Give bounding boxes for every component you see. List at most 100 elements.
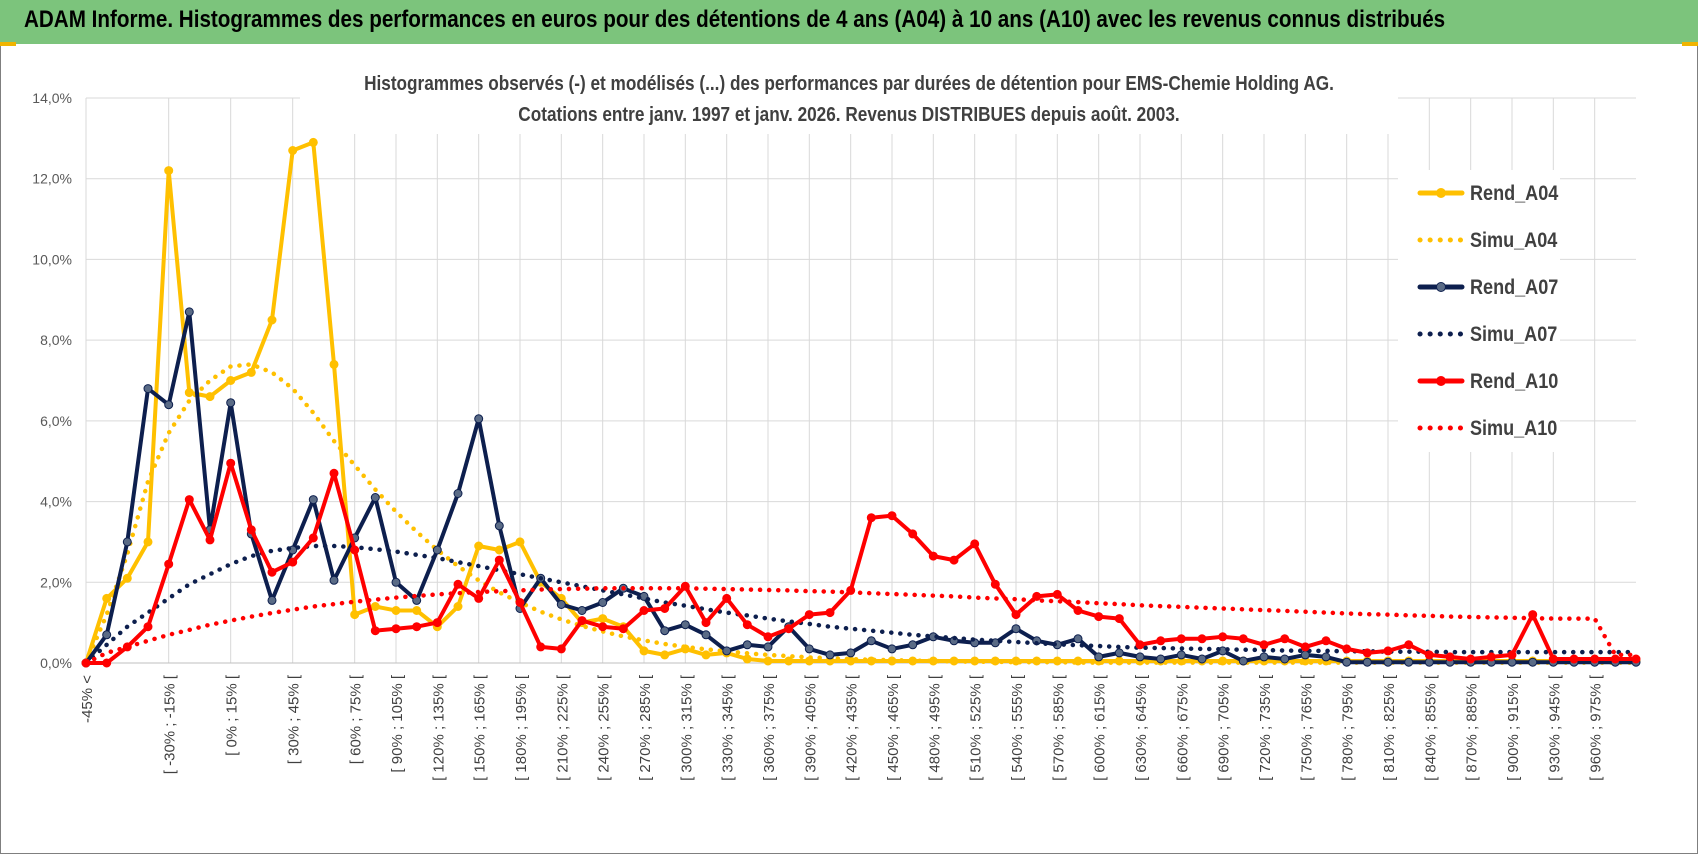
- data-point: [1176, 650, 1186, 660]
- legend-background: [1398, 170, 1560, 452]
- data-point: [370, 493, 380, 502]
- data-point: [598, 598, 608, 607]
- data-point: [660, 604, 670, 613]
- data-point: [556, 644, 566, 654]
- x-tick-label: [ 930% ; 945% [: [1546, 674, 1563, 781]
- data-point: [846, 648, 856, 658]
- data-point: [412, 622, 422, 632]
- x-tick-label: [ 360% ; 375% [: [761, 674, 778, 781]
- x-tick-label: [ 540% ; 555% [: [1009, 674, 1026, 781]
- data-point: [556, 600, 566, 609]
- data-point: [308, 533, 318, 543]
- data-point: [1073, 634, 1083, 644]
- data-point: [742, 640, 752, 650]
- y-tick-label: 4,0%: [40, 494, 72, 510]
- data-point: [391, 606, 401, 615]
- corner-accent-right: [1682, 42, 1698, 46]
- data-point: [164, 400, 174, 410]
- data-point: [1114, 614, 1124, 624]
- x-tick-label: [ 450% ; 465% [: [885, 674, 902, 781]
- y-tick-label: 10,0%: [32, 251, 72, 267]
- data-point: [1404, 640, 1414, 650]
- x-tick-label: [ 720% ; 735% [: [1257, 674, 1274, 781]
- data-point: [742, 620, 752, 630]
- data-point: [205, 392, 215, 402]
- data-point: [267, 315, 277, 325]
- data-point: [1507, 650, 1517, 660]
- data-point: [577, 606, 587, 615]
- x-tick-label: [ 300% ; 315% [: [678, 674, 695, 781]
- data-point: [329, 575, 339, 585]
- data-point: [536, 642, 546, 652]
- data-point: [1342, 644, 1352, 654]
- data-point: [1218, 632, 1228, 642]
- data-point: [763, 642, 773, 652]
- data-point: [494, 521, 504, 531]
- series-line: [83, 543, 1639, 666]
- x-tick-label: -45% <: [79, 675, 96, 723]
- data-point: [1011, 610, 1021, 620]
- series-rend-a10: [81, 458, 1641, 668]
- y-tick-label: 0,0%: [40, 655, 72, 671]
- data-point: [267, 567, 277, 577]
- data-point: [1032, 591, 1042, 601]
- data-point: [453, 602, 463, 611]
- data-point: [660, 650, 670, 660]
- x-tick-label: [ 240% ; 255% [: [596, 674, 613, 781]
- data-point: [598, 614, 608, 624]
- data-point: [722, 646, 732, 656]
- data-point: [102, 593, 112, 603]
- data-point: [515, 598, 525, 607]
- data-point: [432, 545, 442, 555]
- data-point: [1321, 636, 1331, 646]
- y-tick-label: 2,0%: [40, 574, 72, 590]
- data-point: [102, 630, 112, 640]
- data-point: [1073, 606, 1083, 615]
- x-tick-label: [ 330% ; 345% [: [720, 674, 737, 781]
- data-point: [453, 579, 463, 589]
- data-point: [515, 537, 525, 547]
- data-point: [474, 593, 484, 603]
- data-point: [226, 376, 236, 385]
- data-point: [246, 367, 256, 377]
- data-point: [184, 388, 194, 398]
- data-point: [1094, 612, 1104, 622]
- data-point: [164, 559, 174, 569]
- x-tick-label: [ 900% ; 915% [: [1505, 674, 1522, 781]
- data-point: [1424, 650, 1434, 660]
- x-tick-label: [ 870% ; 885% [: [1464, 674, 1481, 781]
- x-tick-label: [ 390% ; 405% [: [802, 674, 819, 781]
- data-point: [1590, 654, 1600, 664]
- y-tick-label: 6,0%: [40, 413, 72, 429]
- x-tick-label: [ 210% ; 225% [: [554, 674, 571, 781]
- data-point: [701, 618, 711, 628]
- data-point: [412, 606, 422, 615]
- x-tick-label: [ 120% ; 135% [: [430, 674, 447, 781]
- data-point: [1528, 657, 1538, 667]
- data-point: [577, 616, 587, 626]
- data-point: [143, 384, 153, 394]
- data-point: [866, 513, 876, 523]
- data-point: [350, 610, 360, 620]
- data-point: [474, 541, 484, 551]
- data-point: [1094, 652, 1104, 662]
- legend-label: Simu_A10: [1470, 417, 1557, 441]
- data-point: [680, 620, 690, 630]
- y-axis-ticks: 0,0% 2,0% 4,0% 6,0% 8,0% 10,0% 12,0% 14,0%: [32, 90, 72, 671]
- x-tick-label: [ 630% ; 645% [: [1133, 674, 1150, 781]
- x-tick-label: [ 510% ; 525% [: [968, 674, 985, 781]
- data-point: [887, 511, 897, 521]
- data-point: [804, 610, 814, 620]
- x-tick-label: [ 60% ; 75% [: [348, 674, 365, 764]
- data-point: [288, 146, 298, 155]
- data-point: [1114, 648, 1124, 658]
- x-tick-label: [ 810% ; 825% [: [1381, 674, 1398, 781]
- data-point: [1156, 654, 1166, 664]
- series-simu-a10: [83, 586, 1639, 666]
- data-point: [866, 636, 876, 646]
- data-point: [1300, 642, 1310, 652]
- data-point: [970, 539, 980, 549]
- data-point: [1238, 634, 1248, 644]
- x-tick-label: [ 660% ; 675% [: [1174, 674, 1191, 781]
- data-point: [350, 545, 360, 555]
